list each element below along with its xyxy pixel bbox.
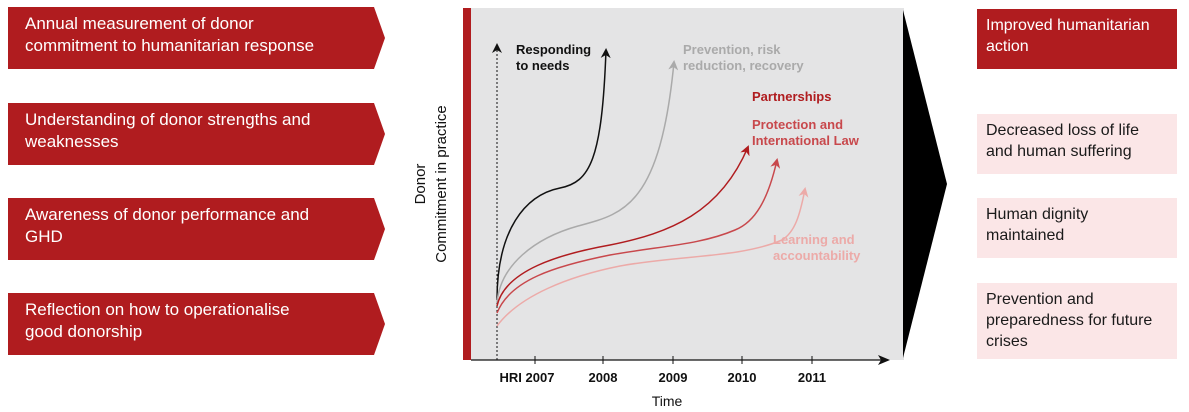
- outcome-human-dignity: Human dignity maintained: [977, 198, 1177, 258]
- chart-panel: [470, 8, 904, 360]
- outcome-arrow: [903, 10, 947, 358]
- label-responding-line2: to needs: [516, 58, 569, 73]
- label-protection-line1: Protection and: [752, 117, 843, 132]
- tick-label-2010: 2010: [728, 370, 757, 385]
- input-box-understanding: Understanding of donor strengths and wea…: [8, 103, 385, 165]
- outcome-improved-humanitarian-action: Improved humanitarian action: [977, 9, 1177, 69]
- y-axis-title-line2: Commitment in practice: [433, 105, 450, 263]
- curve-partnerships: [496, 145, 750, 307]
- curve-learning-accountability: [496, 187, 809, 327]
- curve-protection-international-law: [496, 158, 781, 314]
- label-responding-line1: Responding: [516, 42, 591, 57]
- label-prevention-line1: Prevention, risk: [683, 42, 781, 57]
- input-box-measurement: Annual measurement of donor commitment t…: [8, 7, 385, 69]
- input-box-awareness: Awareness of donor performance and GHD: [8, 198, 385, 260]
- y-axis-title-line1: Donor: [412, 164, 429, 205]
- label-protection-line2: International Law: [752, 133, 860, 148]
- label-prevention-line2: reduction, recovery: [683, 58, 804, 73]
- tick-label-2011: 2011: [798, 370, 826, 385]
- tick-label-2008: 2008: [589, 370, 618, 385]
- tick-label-2009: 2009: [659, 370, 688, 385]
- x-axis-title: Time: [652, 393, 683, 409]
- input-box-reflection: Reflection on how to operationalise good…: [8, 293, 385, 355]
- curve-responding-to-needs: [496, 48, 611, 301]
- outcome-decreased-loss: Decreased loss of life and human sufferi…: [977, 114, 1177, 174]
- chart-red-bar: [463, 8, 471, 360]
- label-learning-line1: Learning and: [773, 232, 855, 247]
- curve-prevention-risk-reduction: [496, 60, 679, 304]
- outcome-prevention-preparedness: Prevention and preparedness for future c…: [977, 283, 1177, 359]
- label-learning-line2: accountability: [773, 248, 861, 263]
- label-partnerships: Partnerships: [752, 89, 831, 104]
- tick-label-hri-2007: HRI 2007: [500, 370, 555, 385]
